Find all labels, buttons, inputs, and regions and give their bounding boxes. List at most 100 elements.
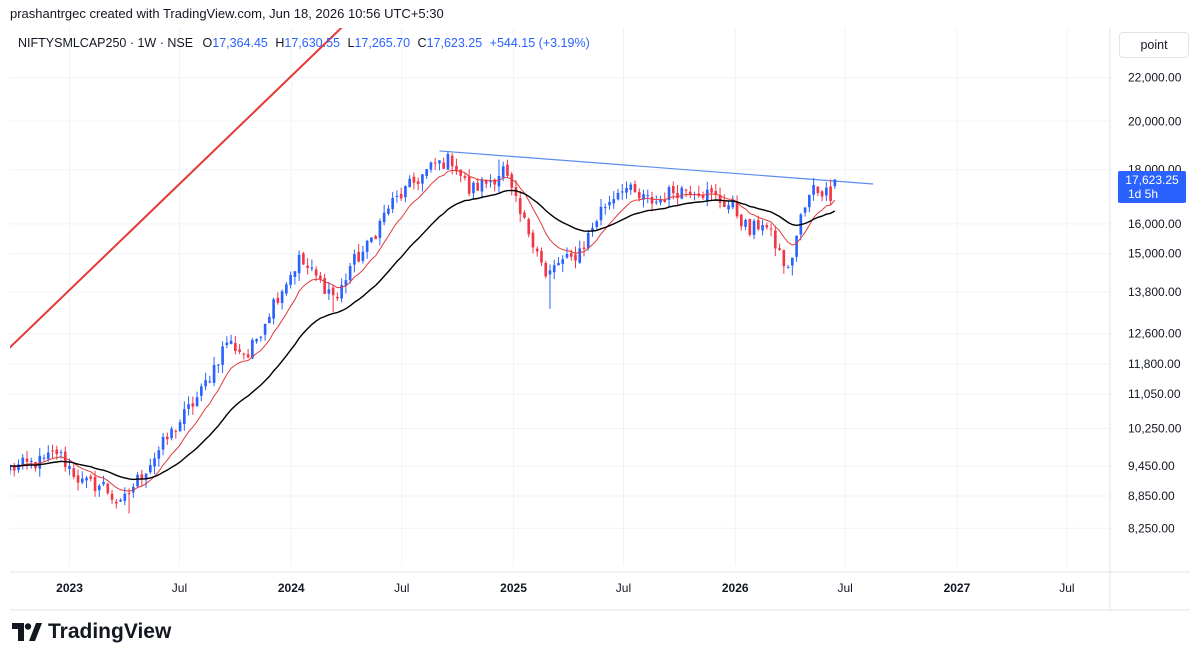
candle-down bbox=[63, 451, 67, 468]
candle-up bbox=[42, 457, 46, 459]
y-tick-label: 11,050.00 bbox=[1128, 387, 1181, 401]
tradingview-logo[interactable]: TradingView bbox=[12, 620, 171, 644]
candle-up bbox=[395, 195, 399, 197]
candle-down bbox=[331, 287, 335, 296]
attribution-text: prashantrgec created with TradingView.co… bbox=[10, 6, 444, 21]
candle-up bbox=[119, 499, 122, 502]
candle-up bbox=[382, 212, 386, 223]
candle-down bbox=[242, 353, 246, 355]
candle-down bbox=[650, 197, 654, 204]
candle-down bbox=[714, 191, 718, 195]
x-tick-label: 2027 bbox=[944, 581, 971, 595]
candle-up bbox=[446, 153, 450, 170]
candle-up bbox=[616, 192, 620, 200]
candle-down bbox=[357, 251, 360, 262]
price-axis[interactable]: 22,000.0020,000.0018,000.0016,000.0015,0… bbox=[1109, 28, 1182, 610]
candles bbox=[10, 151, 837, 514]
y-tick-label: 15,000.00 bbox=[1128, 247, 1182, 261]
candle-up bbox=[744, 219, 747, 227]
candle-up bbox=[21, 457, 25, 465]
candle-up bbox=[365, 240, 369, 252]
candle-down bbox=[735, 201, 739, 217]
candle-up bbox=[786, 267, 790, 269]
candle-up bbox=[429, 162, 433, 170]
candle-down bbox=[246, 354, 250, 358]
candle-up bbox=[578, 248, 582, 263]
candle-up bbox=[183, 409, 186, 424]
candle-up bbox=[204, 380, 207, 387]
candle-up bbox=[421, 174, 424, 184]
candle-down bbox=[76, 475, 80, 483]
trendlines[interactable] bbox=[6, 0, 874, 351]
candle-down bbox=[531, 232, 535, 248]
close-label: C bbox=[417, 36, 427, 50]
candle-up bbox=[791, 257, 794, 266]
candle-up bbox=[212, 365, 216, 383]
candle-down bbox=[637, 192, 641, 199]
candle-up bbox=[259, 336, 263, 338]
candle-down bbox=[140, 474, 144, 480]
candle-up bbox=[293, 271, 297, 278]
candle-down bbox=[756, 220, 760, 230]
candle-up bbox=[251, 339, 254, 359]
candle-down bbox=[540, 250, 543, 263]
candle-down bbox=[89, 476, 93, 479]
candle-up bbox=[591, 227, 594, 231]
x-tick-label: 2024 bbox=[278, 581, 305, 595]
change-value: +544.15 (+3.19%) bbox=[489, 36, 590, 50]
candle-up bbox=[200, 386, 203, 396]
candle-up bbox=[208, 381, 212, 383]
candle-down bbox=[484, 180, 488, 184]
last-price-value: 17,623.25 bbox=[1125, 173, 1179, 187]
candle-up bbox=[808, 194, 811, 208]
candle-up bbox=[561, 259, 565, 264]
candle-up bbox=[170, 428, 173, 439]
candle-down bbox=[476, 182, 480, 191]
candle-up bbox=[425, 169, 428, 176]
candle-down bbox=[701, 195, 705, 199]
candle-down bbox=[399, 193, 403, 199]
candle-up bbox=[727, 205, 730, 210]
candle-up bbox=[629, 184, 633, 190]
candle-down bbox=[820, 191, 824, 197]
candle-down bbox=[829, 186, 832, 201]
candle-down bbox=[416, 181, 420, 185]
candle-up bbox=[80, 478, 84, 483]
candle-down bbox=[574, 254, 577, 261]
time-axis[interactable]: 2023 Jul 2024 Jul 2025 Jul 2026 Jul 2027 Jul bbox=[10, 571, 1190, 611]
scale-unit-button[interactable]: point bbox=[1119, 32, 1189, 58]
candle-up bbox=[795, 235, 798, 257]
candle-up bbox=[280, 291, 284, 303]
candle-up bbox=[731, 200, 735, 208]
candle-up bbox=[646, 195, 650, 197]
candle-down bbox=[106, 483, 110, 494]
candle-down bbox=[569, 253, 573, 257]
rising-trendline[interactable] bbox=[6, 0, 563, 351]
grid bbox=[10, 28, 1110, 566]
candle-up bbox=[38, 455, 42, 469]
candle-up bbox=[310, 267, 314, 269]
candle-up bbox=[29, 460, 33, 462]
resistance-trendline[interactable] bbox=[439, 150, 874, 185]
candle-down bbox=[816, 186, 820, 193]
candle-down bbox=[455, 165, 458, 172]
candle-up bbox=[404, 186, 407, 198]
candle-down bbox=[765, 225, 769, 228]
candle-down bbox=[722, 201, 726, 208]
candle-up bbox=[642, 194, 645, 200]
last-price-label-bg bbox=[1118, 171, 1186, 203]
candle-up bbox=[340, 285, 343, 299]
candle-up bbox=[438, 160, 441, 164]
candle-up bbox=[268, 316, 271, 324]
candle-down bbox=[323, 278, 326, 294]
candle-up bbox=[408, 178, 411, 188]
symbol-info[interactable]: NIFTYSMLCAP250 · 1W · NSE bbox=[18, 36, 194, 50]
candle-down bbox=[459, 169, 463, 176]
candle-up bbox=[221, 346, 224, 365]
candle-down bbox=[110, 493, 114, 500]
candle-down bbox=[684, 189, 688, 191]
candle-up bbox=[225, 342, 229, 346]
candle-up bbox=[102, 482, 105, 485]
